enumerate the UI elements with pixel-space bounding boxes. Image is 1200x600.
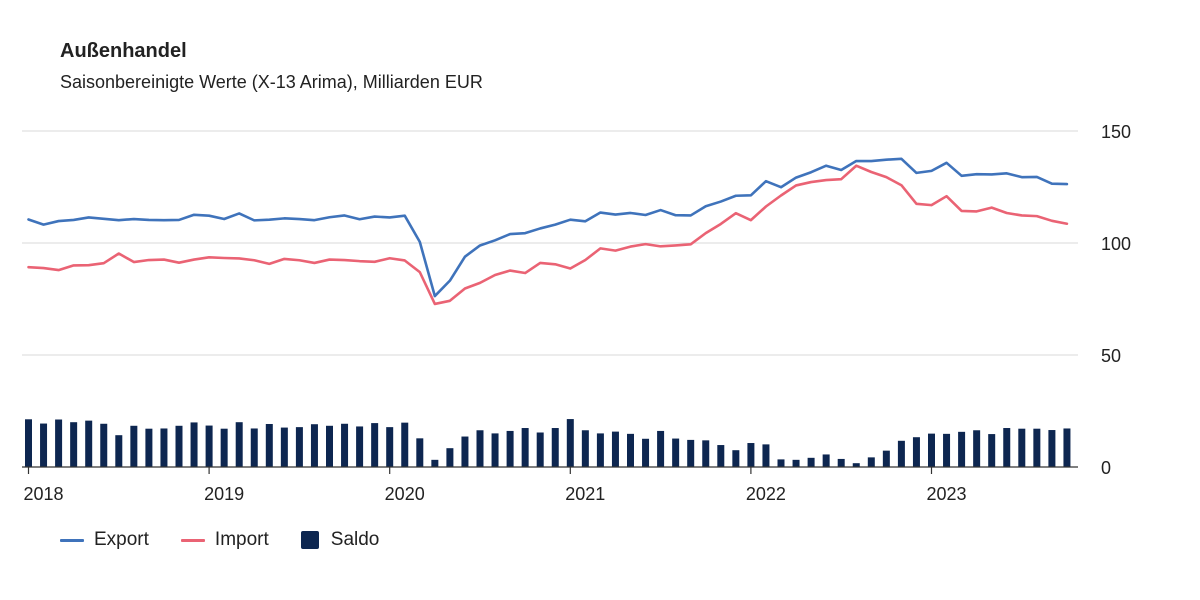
saldo-bar [25, 419, 32, 467]
saldo-bar [657, 430, 665, 467]
saldo-bar [943, 433, 951, 467]
legend-item-saldo[interactable]: Saldo [300, 529, 380, 551]
saldo-bar [1003, 428, 1011, 467]
legend-swatch-import [180, 538, 205, 542]
saldo-bar [581, 430, 589, 467]
saldo-bar [566, 419, 574, 467]
saldo-bar [386, 427, 394, 467]
chart-legend: Export Import Saldo [60, 529, 411, 551]
saldo-bar [1048, 430, 1056, 467]
saldo-bar [912, 437, 920, 467]
saldo-bar [280, 427, 288, 467]
saldo-bar [897, 440, 905, 467]
saldo-bar [130, 425, 138, 467]
saldo-bar [852, 463, 860, 467]
legend-swatch-export [60, 538, 84, 542]
x-tick-label: 2019 [204, 484, 244, 504]
legend-item-export[interactable]: Export [60, 529, 149, 551]
saldo-bar [747, 443, 755, 467]
saldo-bar [867, 457, 875, 467]
x-tick-label: 2023 [926, 484, 966, 504]
saldo-bar [837, 458, 845, 467]
x-tick-label: 2022 [746, 484, 786, 504]
x-tick-label: 2021 [565, 484, 605, 504]
saldo-bar [792, 459, 800, 467]
y-tick-label: 100 [1101, 234, 1131, 254]
saldo-bar [205, 425, 213, 467]
saldo-bar [160, 428, 168, 467]
saldo-bar [1063, 428, 1071, 467]
saldo-bar [115, 435, 123, 467]
saldo-bar [310, 424, 318, 467]
saldo-bar [687, 439, 695, 467]
saldo-bar [717, 445, 725, 467]
saldo-bar [762, 444, 770, 467]
saldo-bar [882, 450, 890, 467]
saldo-bar [536, 432, 544, 467]
saldo-bar [1033, 428, 1041, 467]
saldo-bar [551, 428, 559, 467]
saldo-bar [431, 459, 439, 467]
saldo-bar [642, 438, 650, 467]
saldo-bar [190, 422, 198, 467]
saldo-bar [145, 428, 153, 467]
saldo-bar [446, 448, 454, 467]
legend-swatch-saldo [300, 531, 319, 549]
saldo-bar [611, 431, 619, 467]
y-tick-label: 50 [1101, 346, 1121, 366]
x-tick-label: 2018 [23, 484, 63, 504]
x-tick-label: 2020 [385, 484, 425, 504]
saldo-bar [491, 433, 499, 467]
saldo-bar [70, 422, 78, 467]
saldo-bar [416, 438, 424, 467]
saldo-bar [521, 428, 529, 467]
chart-title: Außenhandel [60, 40, 187, 62]
saldo-bar [401, 422, 409, 467]
line-import [27, 164, 1069, 306]
saldo-bar [596, 433, 604, 467]
legend-label-import: Import [214, 529, 269, 550]
saldo-bar [341, 423, 349, 467]
saldo-bar [371, 423, 379, 467]
saldo-bar [506, 430, 514, 467]
saldo-bar [973, 430, 981, 467]
line-export [27, 157, 1069, 298]
saldo-bar [326, 425, 333, 467]
saldo-bar [476, 430, 484, 467]
saldo-bar [40, 423, 48, 467]
saldo-bar [220, 428, 228, 467]
chart-subtitle: Saisonbereinigte Werte (X-13 Arima), Mil… [60, 72, 483, 92]
saldo-bar [732, 450, 740, 467]
saldo-bar [461, 436, 469, 467]
saldo-bar [100, 423, 108, 467]
saldo-bar [627, 433, 634, 467]
saldo-bar [356, 426, 364, 467]
y-tick-label: 150 [1101, 122, 1131, 142]
saldo-bar [175, 425, 183, 467]
saldo-bar [235, 422, 243, 467]
saldo-bar [807, 457, 815, 467]
saldo-bar [988, 434, 996, 467]
saldo-bar [265, 423, 273, 467]
saldo-bar [672, 438, 680, 467]
saldo-bar [250, 428, 258, 467]
saldo-bar [1018, 428, 1026, 467]
legend-label-export: Export [94, 529, 149, 550]
saldo-bar [777, 459, 785, 467]
legend-label-saldo: Saldo [330, 529, 380, 550]
saldo-bar [295, 427, 303, 467]
saldo-bar [702, 440, 710, 467]
saldo-bar [928, 433, 935, 467]
saldo-bar [85, 420, 93, 467]
saldo-bar [822, 454, 830, 467]
legend-item-import[interactable]: Import [180, 529, 269, 551]
y-tick-label: 0 [1101, 458, 1111, 478]
saldo-bar [958, 431, 966, 467]
saldo-bar [55, 419, 63, 467]
